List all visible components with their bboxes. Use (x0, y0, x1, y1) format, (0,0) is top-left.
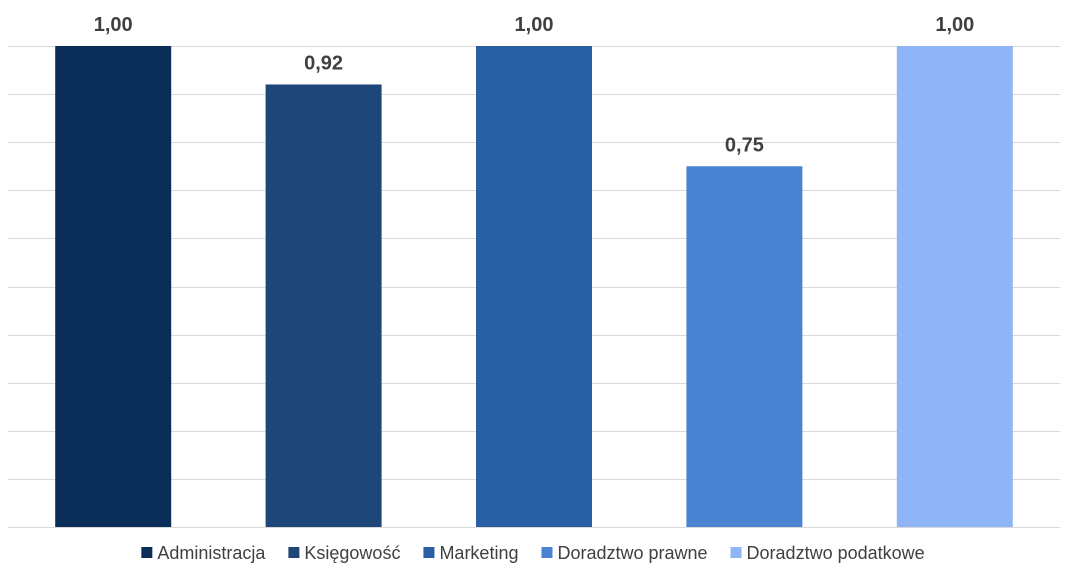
bar-3 (476, 46, 592, 527)
legend-swatch (730, 547, 742, 558)
legend-label: Doradztwo podatkowe (747, 543, 925, 563)
legend-label: Administracja (157, 543, 266, 563)
data-label: 1,00 (515, 14, 554, 36)
bar-5 (896, 46, 1013, 527)
legend-item: Administracja (141, 543, 266, 563)
data-label: 1,00 (94, 14, 133, 36)
data-label: 0,75 (725, 134, 764, 156)
legend-item: Doradztwo prawne (541, 543, 708, 563)
data-label: 0,92 (304, 52, 343, 74)
bar-1 (55, 46, 172, 527)
legend-label: Marketing (439, 543, 518, 563)
legend-item: Księgowość (288, 543, 400, 563)
legend: Administracja Księgowość Marketing Doradztw… (141, 543, 925, 563)
data-label: 1,00 (935, 14, 974, 36)
bars (55, 46, 1013, 527)
legend-swatch (141, 547, 153, 558)
data-labels: 1,00 0,92 1,00 0,75 1,00 (94, 14, 975, 156)
bar-2 (265, 84, 382, 527)
legend-swatch (288, 547, 300, 558)
legend-item: Marketing (423, 543, 518, 563)
legend-label: Księgowość (304, 543, 400, 563)
legend-swatch (541, 547, 553, 558)
legend-item: Doradztwo podatkowe (730, 543, 925, 563)
legend-label: Doradztwo prawne (557, 543, 707, 563)
bar-4 (686, 166, 803, 527)
legend-swatch (423, 547, 435, 558)
